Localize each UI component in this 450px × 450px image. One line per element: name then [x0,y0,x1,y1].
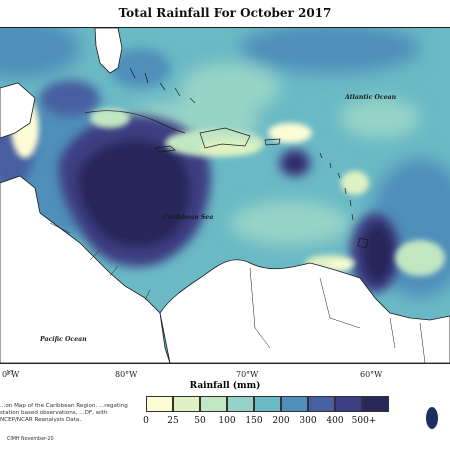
legend-swatch-7 [335,396,362,412]
central-america-land [0,175,171,363]
legend-swatch-3 [227,396,254,412]
rainfall-field-heavy [0,48,400,293]
longitude-label-70w: 70°W [236,370,259,379]
label-pacific-ocean: Pacific Ocean [39,336,87,343]
hispaniola-outline [199,127,251,149]
legend-tick-50: 50 [194,416,206,426]
legend-tick-200: 200 [272,416,290,426]
cuba-outline [84,110,186,134]
yucatan-land [0,82,36,139]
bahamas-outline [129,67,196,104]
legend-swatch-1 [173,396,200,412]
florida-land [94,28,123,74]
lesser-antilles-outline [319,152,354,221]
trinidad-outline [357,237,369,249]
info-number: 17 [6,370,14,377]
legend-tick-100: 100 [218,416,236,426]
country-borders [49,222,426,363]
islands [84,67,369,249]
label-caribbean-sea: Caribbean Sea [163,214,213,221]
label-atlantic-ocean: Atlantic Ocean [344,94,397,101]
jamaica-outline [154,145,176,153]
rainfall-map: Atlantic Ocean Caribbean Sea Pacific Oce… [0,27,450,364]
legend-swatch-8 [362,396,389,412]
legend-tick-0: 0 [143,416,149,426]
map-title: Total Rainfall For October 2017 [118,6,332,20]
map-description: ...on Map of the Caribbean Region. ...re… [0,403,128,423]
legend-tick-150: 150 [245,416,263,426]
legend-swatch-4 [254,396,281,412]
legend-swatch-0 [146,396,173,412]
legend-tick-25: 25 [167,416,179,426]
rainfall-map-svg: Atlantic Ocean Caribbean Sea Pacific Oce… [0,28,450,363]
legend-axis-title: Rainfall (mm) [189,381,261,391]
rainfall-legend: 0 25 50 100 150 200 300 400 500+ [140,396,400,436]
puerto-rico-outline [264,138,281,146]
organization-logo [425,406,439,430]
south-america-land [159,259,450,363]
legend-tick-300: 300 [299,416,317,426]
longitude-label-90w: 0°W [2,370,20,379]
map-credit-footer: CIMH November-20 [7,437,54,442]
longitude-label-60w: 60°W [360,370,383,379]
legend-tick-400: 400 [326,416,344,426]
legend-swatch-2 [200,396,227,412]
legend-swatch-5 [281,396,308,412]
longitude-label-80w: 80°W [115,370,138,379]
legend-swatch-6 [308,396,335,412]
land-masses [0,28,450,363]
legend-tick-500-plus: 500+ [351,416,377,426]
